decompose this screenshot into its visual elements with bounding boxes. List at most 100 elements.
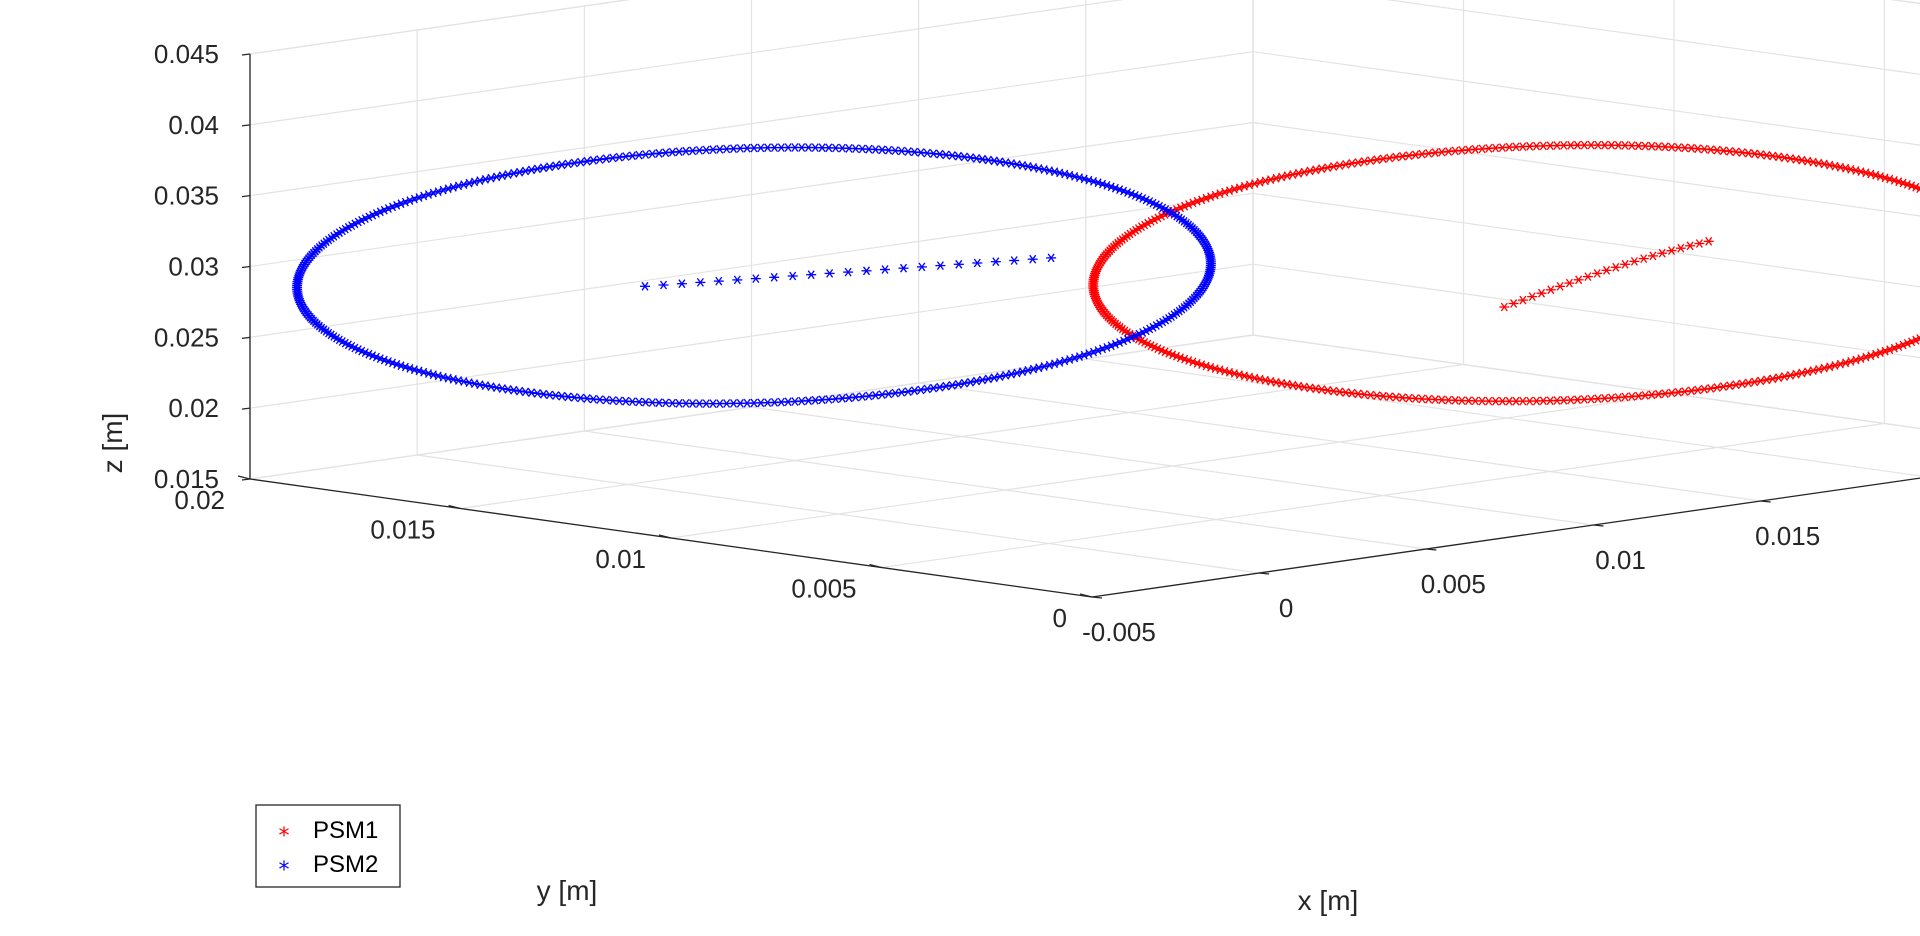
data-point [947, 380, 958, 390]
data-point [965, 377, 976, 387]
data-point [1835, 359, 1846, 369]
data-point [486, 382, 496, 391]
data-point [1293, 381, 1304, 391]
data-point [658, 280, 669, 290]
grid-line-z-side [1385, 0, 1920, 75]
data-point [824, 269, 835, 278]
z-tick-mark [241, 265, 251, 269]
data-series [292, 140, 1920, 408]
data-point [491, 172, 502, 182]
x-tick-label: 0.015 [1755, 521, 1820, 551]
data-point [1830, 361, 1840, 370]
data-point [1657, 248, 1668, 258]
data-point [971, 154, 982, 163]
data-point [1686, 386, 1697, 396]
data-point [1755, 376, 1766, 386]
data-point [1017, 367, 1028, 377]
data-point [538, 389, 549, 399]
y-tick-mark [448, 504, 461, 510]
data-point [676, 279, 687, 289]
data-point [1749, 377, 1760, 387]
legend-label-psm2: PSM2 [313, 851, 378, 878]
data-point [1328, 162, 1339, 171]
x-tick-mark [1091, 596, 1103, 599]
z-tick-label: 0.03 [168, 252, 219, 282]
data-point [563, 159, 574, 169]
data-point [1397, 151, 1408, 161]
data-point [569, 158, 580, 168]
data-point [1276, 172, 1287, 182]
data-point [1679, 387, 1690, 396]
data-point [977, 375, 988, 385]
z-tick-mark [241, 407, 251, 410]
grid-line-z-side [1252, 192, 1920, 288]
x-tick-label: 0 [1279, 593, 1293, 623]
x-tick-mark [1593, 524, 1604, 527]
data-point [1271, 173, 1282, 183]
data-point [453, 181, 464, 191]
data-point [360, 214, 371, 223]
data-point [491, 383, 502, 392]
data-point [1824, 362, 1835, 372]
grid-line-z-back [249, 0, 631, 55]
data-point [1802, 367, 1813, 377]
data-point [538, 163, 549, 173]
data-point [1141, 326, 1152, 336]
data-point [1316, 164, 1327, 174]
data-point [994, 157, 1005, 167]
data-point [1647, 251, 1658, 261]
data-point [1265, 175, 1276, 184]
data-point [480, 381, 491, 390]
data-point [520, 387, 531, 397]
data-point [941, 381, 951, 391]
data-point [1276, 378, 1287, 388]
data-point [870, 390, 881, 400]
data-point [1517, 295, 1528, 305]
data-point [532, 389, 543, 398]
data-point [1845, 165, 1856, 174]
y-tick-mark [1079, 593, 1093, 598]
y-tick-mark [658, 534, 672, 539]
data-point [934, 382, 945, 392]
data-point [614, 152, 625, 162]
data-point [1796, 368, 1807, 378]
x-tick-label: 0.005 [1421, 569, 1486, 599]
data-point [1808, 157, 1819, 167]
data-point [1384, 153, 1395, 163]
data-point [1334, 161, 1345, 170]
data-point [1638, 254, 1649, 263]
data-point [1767, 151, 1778, 161]
data-point [990, 257, 1001, 267]
data-point [1629, 257, 1640, 266]
data-point [1499, 302, 1510, 312]
x-tick-label: 0.01 [1595, 545, 1646, 575]
data-point [977, 154, 988, 164]
data-point [1712, 383, 1723, 392]
series-psm2 [292, 143, 1216, 408]
z-tick-label: 0.045 [154, 39, 219, 69]
data-point [1610, 262, 1621, 272]
grid [249, 0, 1920, 598]
data-point [1012, 160, 1022, 169]
y-tick-mark [869, 563, 882, 569]
data-point [1282, 171, 1293, 181]
data-point [575, 157, 586, 167]
z-tick-mark [241, 195, 251, 198]
data-point [1340, 160, 1351, 169]
data-point [1322, 163, 1333, 172]
grid-line-z-side [1252, 51, 1920, 146]
data-point [503, 170, 513, 179]
grid-line-z-back [249, 263, 1254, 409]
data-point [1592, 269, 1603, 278]
data-point [713, 276, 724, 286]
data-point [843, 267, 854, 277]
data-point [1824, 160, 1835, 170]
data-point [1819, 159, 1830, 169]
data-point [588, 155, 599, 165]
data-point [1000, 158, 1011, 167]
y-tick-label: 0.015 [370, 515, 435, 545]
data-point [1046, 253, 1057, 263]
data-point [883, 389, 894, 399]
data-point [1310, 384, 1321, 394]
